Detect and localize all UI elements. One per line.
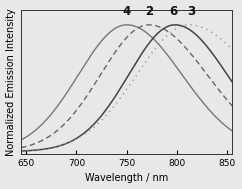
Text: 6: 6: [169, 5, 177, 19]
X-axis label: Wavelength / nm: Wavelength / nm: [85, 174, 168, 184]
Text: 4: 4: [123, 5, 131, 19]
Y-axis label: Normalized Emission Intensity: Normalized Emission Intensity: [6, 8, 15, 156]
Text: 3: 3: [187, 5, 195, 19]
Text: 2: 2: [145, 5, 153, 19]
